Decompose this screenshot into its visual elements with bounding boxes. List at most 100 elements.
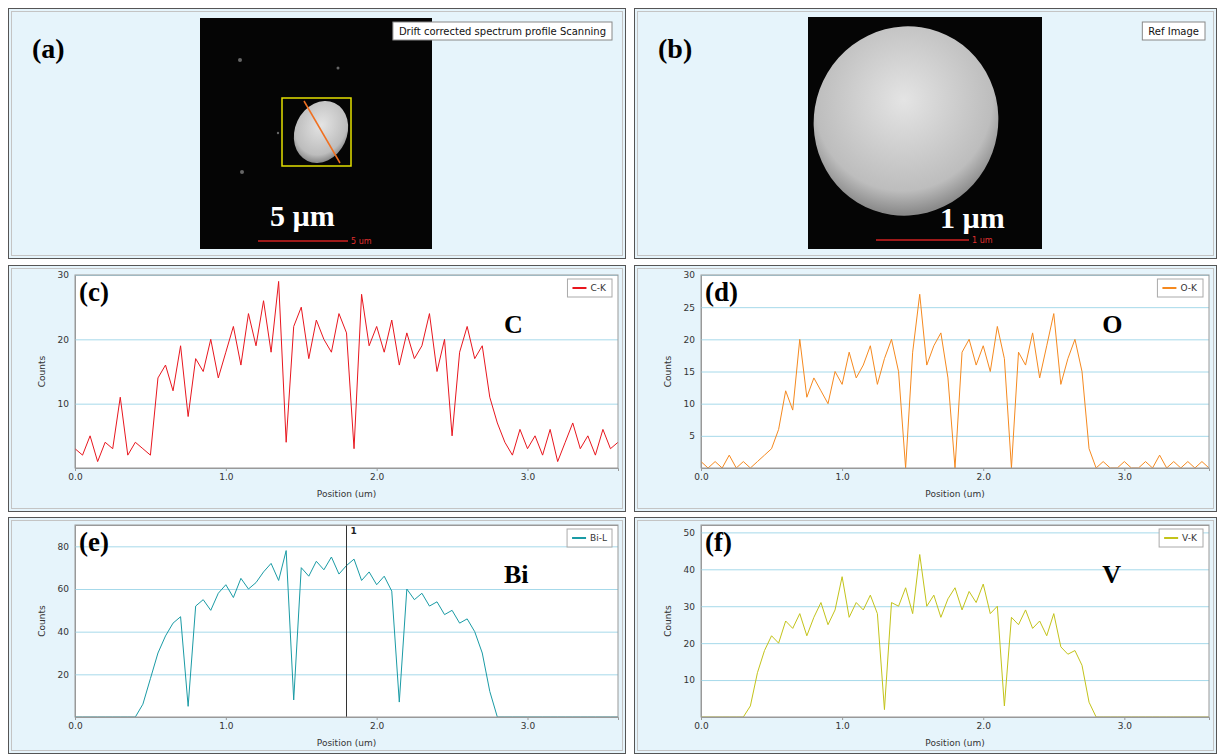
panel-background (635, 518, 1217, 754)
x-tick: 3.0 (521, 468, 536, 482)
plot-background (75, 275, 618, 468)
y-tick: 20 (58, 335, 618, 345)
y-tick: 20 (684, 335, 1209, 345)
caption: Ref Image (1148, 26, 1199, 37)
plot-frame (701, 525, 1209, 717)
legend-swatch (1162, 287, 1176, 289)
x-tick: 3.0 (1118, 468, 1133, 482)
element-label: Bi (504, 560, 529, 589)
x-tick: 2.0 (977, 717, 992, 731)
grid-line (701, 680, 1209, 681)
x-tick: 1.0 (219, 717, 234, 731)
element-label: O (1102, 310, 1122, 339)
y-tick-label: 30 (58, 270, 70, 280)
legend: Bi-L (567, 529, 612, 547)
x-tick: 0.0 (694, 468, 709, 482)
panel: 510152025300.01.02.03.0O(d)Position (um)… (635, 266, 1217, 512)
legend-box (567, 279, 612, 297)
legend-box (567, 529, 612, 547)
panel: 10203040500.01.02.03.0V(f)Position (um)C… (635, 518, 1217, 754)
y-tick-label: 60 (58, 584, 70, 594)
y-axis-line (702, 526, 1210, 718)
particle (284, 92, 358, 172)
y-tick-label: 40 (684, 565, 696, 575)
panel: 204060800.01.02.03.0Bi1(e)Position (um)C… (9, 518, 626, 754)
legend: V-K (1159, 529, 1203, 547)
panel-background (635, 266, 1217, 512)
micrograph (200, 18, 432, 249)
scan-box (282, 98, 351, 166)
particle (787, 0, 1025, 241)
y-tick-label: 20 (684, 639, 696, 649)
plot-background (75, 525, 618, 717)
x-tick-label: 0.0 (68, 721, 83, 731)
panel-label: (c) (79, 277, 109, 307)
x-tick-label: 2.0 (370, 472, 385, 482)
series-line (701, 294, 1209, 468)
panel: 1020300.01.02.03.0C(c)Position (um)Count… (9, 266, 626, 512)
grid-line (701, 404, 1209, 405)
legend-swatch (572, 537, 586, 539)
x-axis-title: Position (um) (925, 489, 984, 499)
x-axis: 0.01.02.03.0 (694, 468, 1209, 482)
panel-background (9, 9, 626, 259)
y-axis: 20406080 (58, 526, 618, 718)
y-axis-title: Counts (37, 605, 47, 637)
y-tick: 60 (58, 584, 618, 594)
legend-box (1159, 529, 1203, 547)
grid-line (701, 339, 1209, 340)
x-tick-label: 2.0 (370, 721, 385, 731)
x-axis-line (76, 718, 619, 721)
element-label: C (504, 310, 523, 339)
panel-inner-border (12, 269, 623, 509)
cursor-label: 1 (351, 526, 357, 536)
legend-label: V-K (1182, 533, 1198, 543)
x-axis-title: Position (um) (317, 738, 376, 748)
panel-inner-border (12, 521, 623, 751)
grid-line (701, 436, 1209, 437)
y-axis-line (76, 276, 619, 469)
y-axis: 1020304050 (684, 526, 1209, 718)
y-tick: 10 (684, 399, 1209, 409)
y-tick: 20 (58, 670, 618, 680)
caption-box (393, 22, 612, 40)
plot-area (75, 525, 618, 717)
x-tick: 1.0 (835, 717, 850, 731)
x-tick: 3.0 (1118, 717, 1133, 731)
y-tick: 10 (684, 675, 1209, 685)
panel-label: (e) (79, 527, 109, 557)
grid-line (701, 372, 1209, 373)
panel-background (9, 266, 626, 512)
y-axis-line (76, 526, 619, 718)
legend: O-K (1157, 279, 1203, 297)
legend: C-K (567, 279, 612, 297)
grid-line (701, 606, 1209, 607)
element-label: V (1102, 560, 1121, 589)
panel-label: (d) (705, 277, 738, 307)
grid-line (701, 307, 1209, 308)
y-tick-label: 30 (684, 270, 696, 280)
speck (277, 132, 279, 134)
y-tick: 40 (58, 627, 618, 637)
plot-area (75, 281, 618, 461)
scale-label: 1 µm (940, 201, 1005, 234)
y-tick-label: 10 (684, 399, 696, 409)
x-tick-label: 0.0 (694, 472, 709, 482)
x-tick-label: 2.0 (977, 721, 992, 731)
scale-label: 5 µm (270, 199, 335, 232)
y-tick-label: 10 (684, 675, 696, 685)
x-tick-label: 0.0 (68, 472, 83, 482)
x-tick-label: 0.0 (694, 721, 709, 731)
y-tick: 10 (58, 399, 618, 409)
y-tick-label: 40 (58, 627, 70, 637)
x-axis-line (702, 469, 1210, 472)
y-tick-label: 25 (684, 303, 695, 313)
plot-frame (75, 525, 618, 717)
panel-inner-border (638, 521, 1214, 751)
y-tick-label: 30 (684, 602, 696, 612)
panel-inner-border (638, 269, 1214, 509)
x-tick-label: 3.0 (1118, 472, 1133, 482)
y-tick-label: 10 (58, 399, 70, 409)
y-tick-label: 20 (684, 335, 696, 345)
y-axis-title: Counts (663, 355, 673, 387)
